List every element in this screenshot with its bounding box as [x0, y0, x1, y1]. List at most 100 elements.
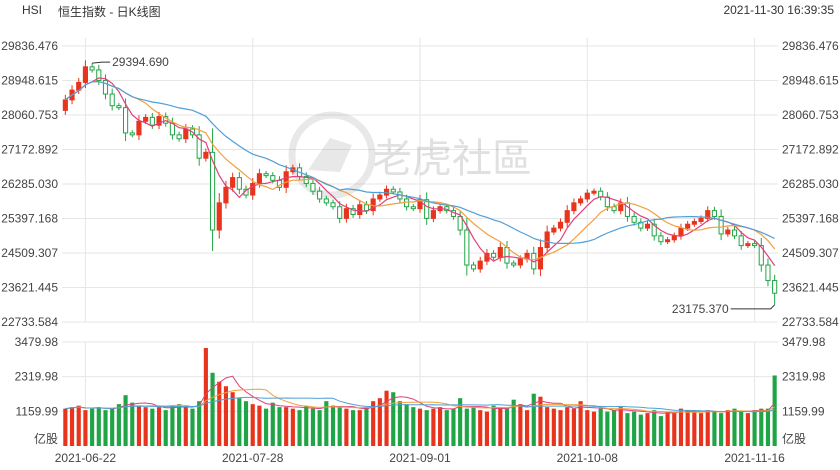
candle-body [256, 173, 262, 184]
candle-body [758, 245, 764, 266]
volume-bar [250, 404, 255, 446]
volume-bar [545, 407, 550, 446]
volume-bar [632, 411, 637, 446]
candle-body [196, 134, 202, 159]
volume-bar [203, 347, 208, 446]
volume-bar [759, 408, 764, 446]
volume-tick-right: 3479.98 [782, 335, 826, 349]
volume-bar [417, 408, 423, 446]
volume-bar [257, 405, 262, 446]
volume-bar [103, 410, 108, 446]
candle-body [390, 188, 396, 193]
low-price-label: 23175.370 [672, 302, 729, 316]
volume-bar [197, 401, 202, 446]
volume-bar [551, 408, 556, 446]
candle-body [183, 128, 189, 140]
volume-bar [739, 411, 744, 446]
candle-body [725, 229, 731, 235]
volume-bar [230, 392, 235, 446]
price-tick-right: 27172.892 [782, 142, 839, 156]
price-tick-right: 23621.445 [782, 281, 839, 295]
volume-bar [424, 410, 429, 446]
volume-bar [665, 411, 670, 446]
volume-tick-right: 2319.98 [782, 370, 826, 384]
volume-bar [458, 398, 463, 446]
high-leader-line [92, 61, 111, 64]
candle-body [517, 258, 523, 266]
volume-bar [591, 411, 597, 446]
chart-title: 恒生指数 - 日K线图 [58, 5, 161, 19]
candle-body [497, 247, 503, 258]
volume-bar [304, 405, 309, 446]
candle-body [557, 221, 564, 229]
volume-bar [652, 410, 657, 446]
volume-bar [698, 413, 704, 446]
price-tick-right: 29836.476 [782, 39, 839, 53]
price-tick-right: 25397.168 [782, 212, 839, 226]
volume-bar [391, 392, 396, 446]
volume-bar [384, 390, 389, 446]
volume-bar [83, 410, 88, 446]
volume-bar [685, 410, 690, 446]
price-tick-right: 26285.030 [782, 177, 839, 191]
candle-body [89, 66, 95, 71]
volume-bar [451, 408, 456, 446]
volume-bar [163, 410, 168, 446]
watermark-logo: 老虎社區 [288, 111, 532, 199]
candle-body [203, 151, 209, 159]
candle-body [363, 204, 370, 212]
candle-body [711, 210, 718, 217]
candle-body [765, 264, 771, 282]
volume-bar [130, 402, 135, 446]
volume-bar [397, 401, 402, 446]
candle-body [236, 177, 242, 190]
candle-body [143, 116, 149, 122]
volume-bar [223, 386, 229, 446]
volume-bar [90, 408, 95, 446]
volume-bar [678, 408, 684, 446]
volume-bar [404, 404, 409, 446]
volume-bar [237, 398, 242, 446]
candle-body [310, 182, 316, 192]
candle-body [752, 243, 758, 247]
candle-body [691, 220, 697, 225]
price-tick-right: 22733.584 [782, 315, 839, 329]
volume-bar [284, 407, 289, 446]
volume-bars [63, 347, 777, 446]
volume-bar [290, 408, 295, 446]
price-tick-right: 28060.753 [782, 108, 839, 122]
volume-bar [264, 408, 269, 446]
date-tick: 2021-07-28 [222, 451, 284, 465]
volume-bar [243, 401, 249, 446]
volume-bar [357, 410, 362, 446]
volume-tick-left: 1159.99 [16, 404, 59, 418]
candle-body [678, 227, 684, 237]
candle-body [685, 223, 691, 229]
candle-body [323, 198, 329, 204]
date-tick: 2021-11-16 [724, 451, 785, 465]
symbol-label: HSI [22, 3, 43, 17]
volume-bar [645, 413, 650, 446]
price-tick-left: 26285.030 [1, 177, 58, 191]
volume-bar [96, 407, 101, 446]
candle-body [745, 243, 751, 247]
chart-header: HSI 恒生指数 - 日K线图 2021-11-30 16:39:35 [0, 0, 840, 20]
volume-bar [484, 411, 489, 446]
volume-bar [524, 410, 530, 446]
volume-ma10-line [65, 388, 775, 413]
price-tick-right: 28948.615 [782, 73, 839, 87]
candle-body [772, 280, 778, 294]
ma10-line [64, 80, 776, 261]
volume-bar [585, 410, 590, 446]
candle-body [96, 69, 102, 81]
volume-bar [411, 407, 416, 446]
candle-body [578, 198, 584, 204]
volume-bar [638, 414, 643, 446]
price-tick-left: 25397.168 [1, 212, 58, 226]
watermark-mark-icon [308, 138, 352, 172]
volume-bar [377, 398, 382, 446]
candle-body [671, 235, 677, 241]
volume-unit-left: 亿股 [34, 431, 58, 446]
volume-bar [725, 410, 730, 446]
volume-bar [578, 401, 583, 446]
